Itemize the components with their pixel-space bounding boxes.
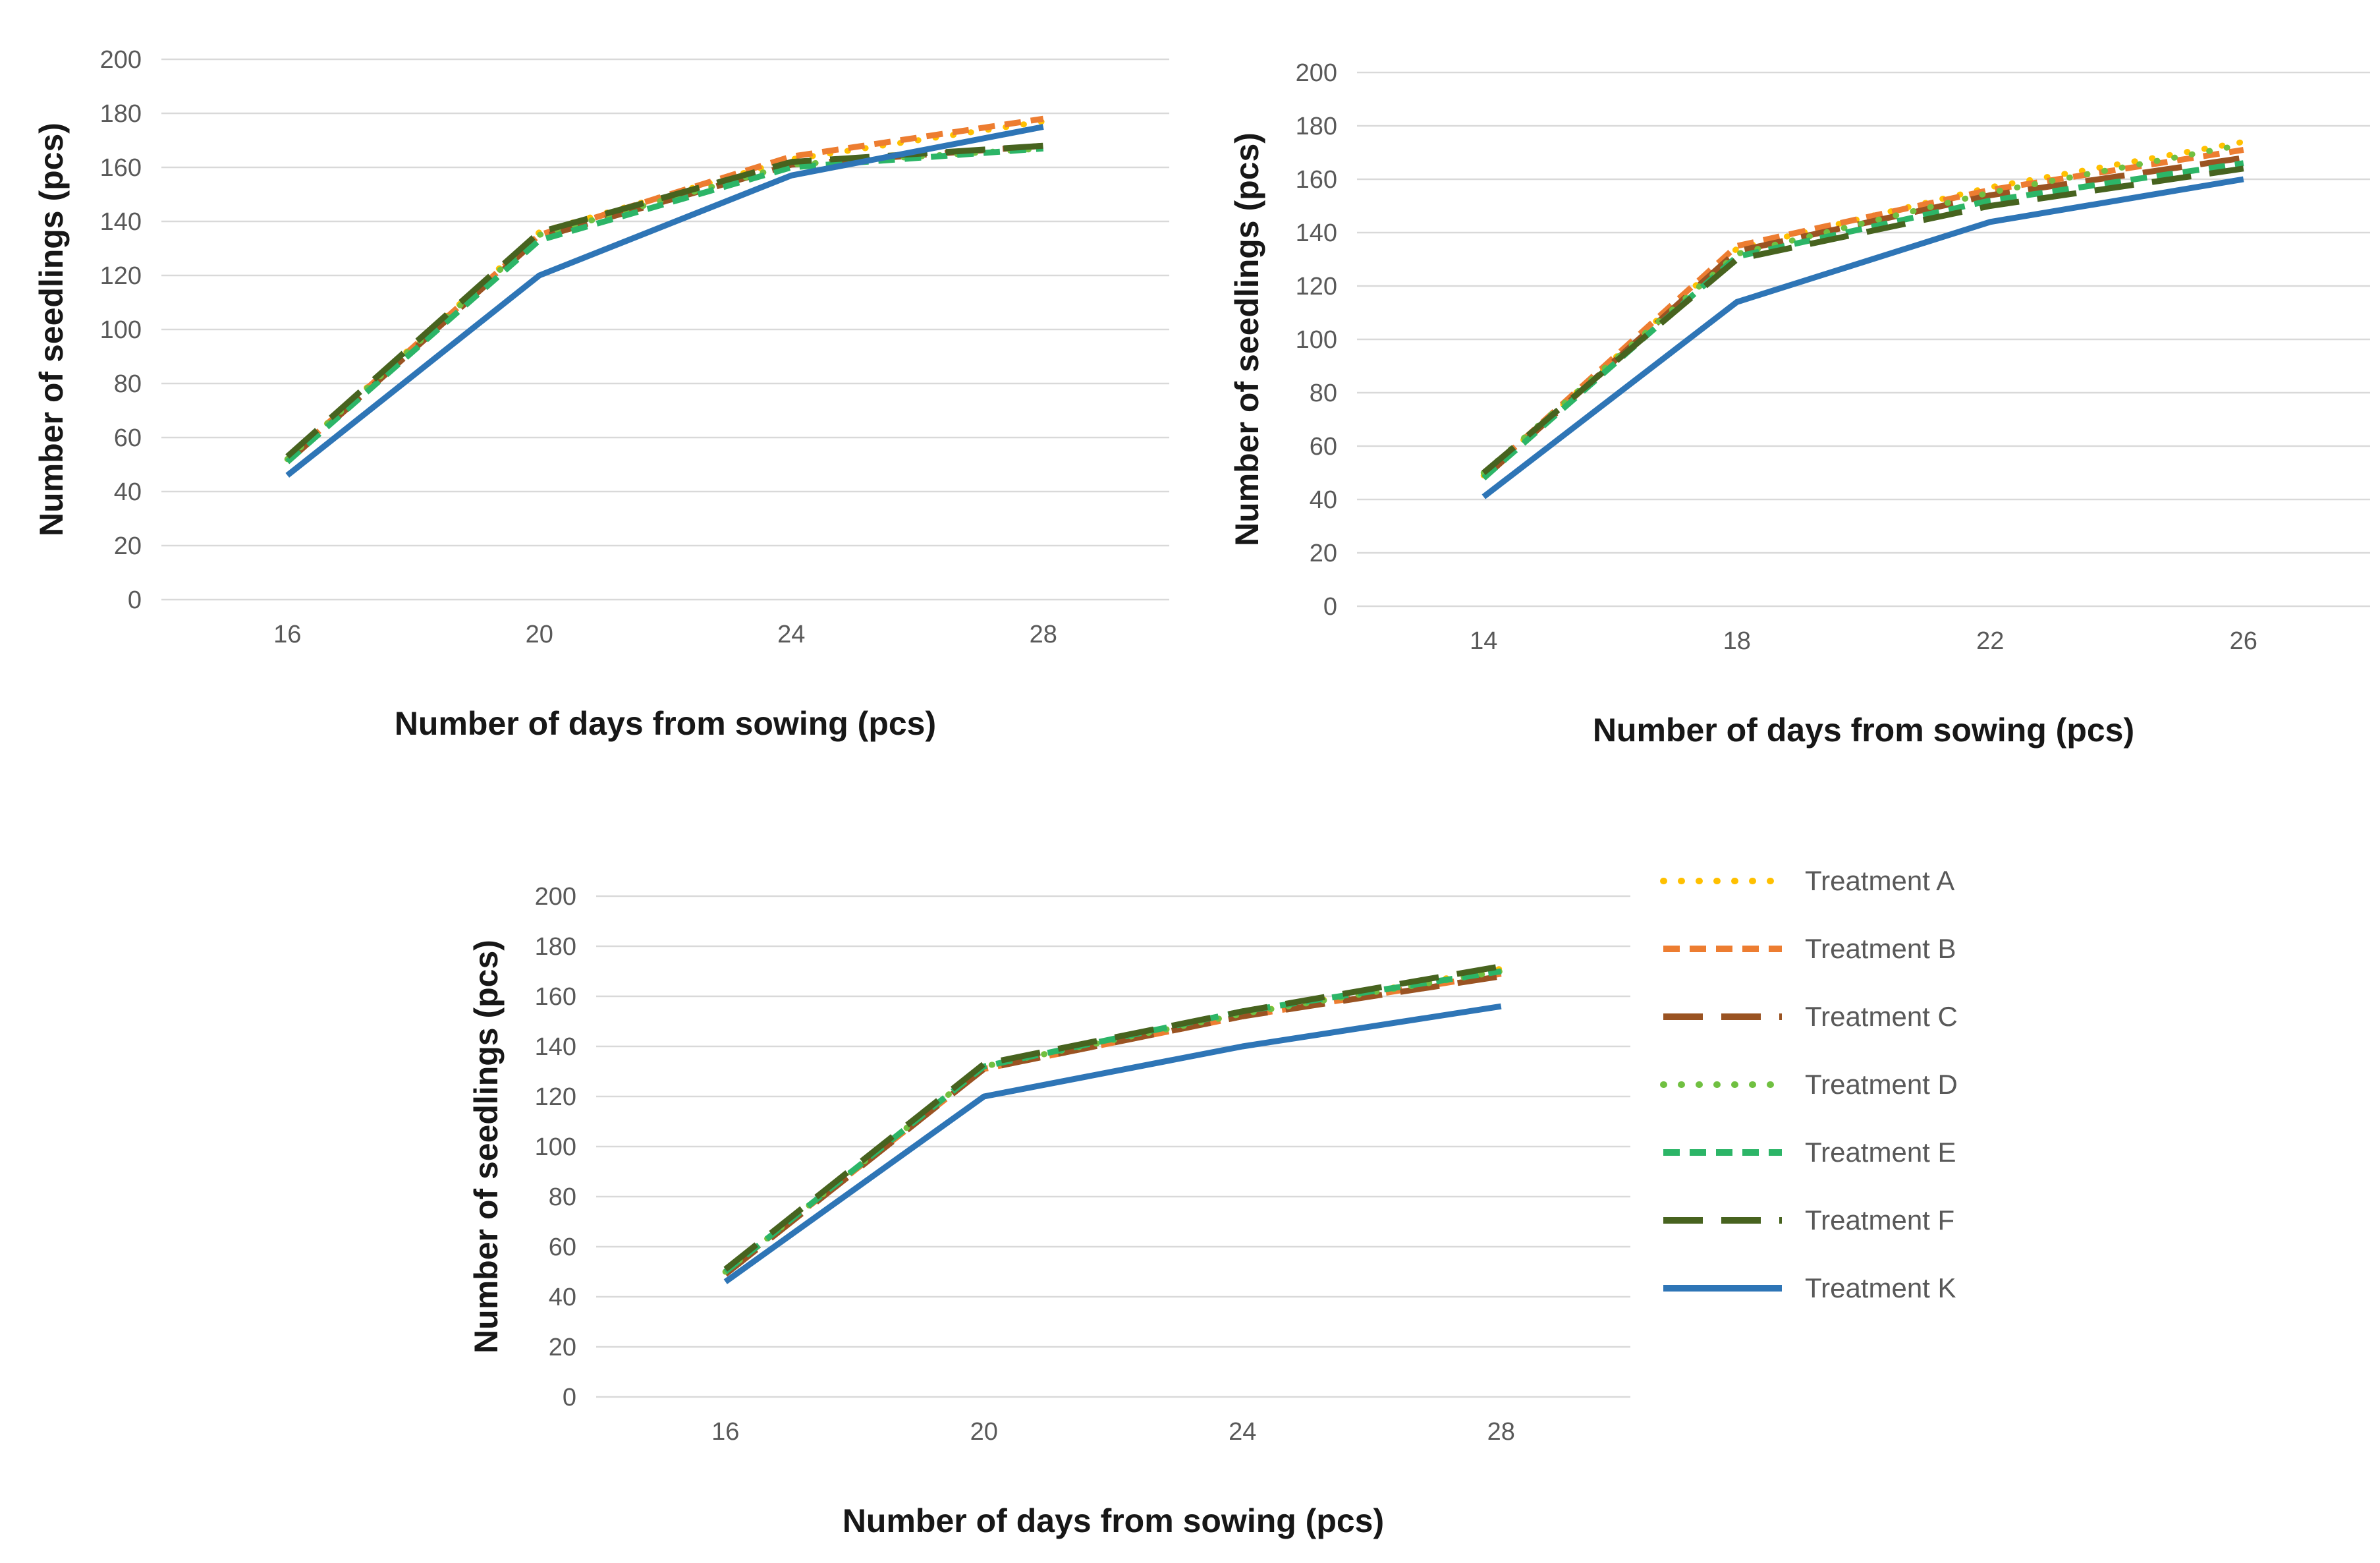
y-tick-label: 100: [100, 316, 142, 344]
x-tick-label: 16: [711, 1418, 739, 1446]
series-line-treatment-k: [285, 124, 1044, 478]
legend-item-treatment-e: Treatment E: [1660, 1118, 1958, 1186]
x-tick-label: 26: [2230, 627, 2257, 655]
y-tick-label: 40: [114, 478, 142, 506]
y-tick-label: 0: [563, 1384, 576, 1411]
x-tick-label: 28: [1487, 1418, 1515, 1446]
y-tick-label: 60: [1310, 433, 1337, 461]
y-tick-label: 80: [1310, 380, 1337, 407]
y-tick-label: 100: [1296, 326, 1337, 354]
chart-bottom: 0 20 40 60 80 100 120 140 160 180 200 16 20 24 28 Numbe…: [455, 850, 1640, 1562]
x-axis-title: Number of days from sowing (pcs): [1593, 712, 2134, 749]
legend-item-treatment-a: Treatment A: [1660, 847, 1958, 915]
series-line-treatment-f: [1481, 165, 2244, 475]
y-tick-label: 80: [114, 370, 142, 398]
y-tick-label: 120: [100, 262, 142, 290]
legend-label: Treatment K: [1805, 1272, 1956, 1303]
y-tick-label: 160: [1296, 166, 1337, 194]
chart-top-left-canvas: 0 20 40 60 80 100 120 140 160 180 200 16 20 24 28 Numbe…: [33, 46, 1169, 742]
series-line-treatment-b: [723, 971, 1502, 1274]
legend-label: Treatment D: [1805, 1068, 1958, 1100]
legend-item-treatment-d: Treatment D: [1660, 1050, 1958, 1118]
series-line-treatment-b: [1481, 147, 2244, 478]
y-tick-label: 20: [1310, 540, 1337, 567]
y-tick-label: 60: [114, 424, 142, 452]
legend-swatch-treatment-c-line-icon: [1663, 1013, 1782, 1020]
x-axis-title: Number of days from sowing (pcs): [395, 705, 936, 742]
x-tick-label: 16: [273, 621, 301, 648]
series-line-treatment-f: [285, 142, 1044, 459]
series-line-treatment-k: [723, 1003, 1502, 1284]
y-tick-label: 140: [535, 1033, 576, 1061]
legend-item-treatment-b: Treatment B: [1660, 915, 1958, 982]
y-tick-label: 120: [1296, 273, 1337, 300]
y-tick-label: 120: [535, 1083, 576, 1111]
series-line-treatment-f: [723, 963, 1502, 1272]
y-tick-label: 40: [1310, 486, 1337, 514]
series-line-treatment-e: [285, 145, 1044, 465]
y-tick-label: 60: [549, 1234, 576, 1261]
x-axis-title: Number of days from sowing (pcs): [843, 1502, 1384, 1539]
series-line-treatment-k: [1481, 176, 2244, 499]
y-tick-label: 180: [100, 100, 142, 128]
series-line-treatment-c: [1481, 155, 2244, 480]
y-tick-label: 160: [535, 983, 576, 1011]
legend-label: Treatment B: [1805, 932, 1956, 964]
x-tick-label: 24: [777, 621, 805, 648]
series-line-treatment-e: [723, 968, 1502, 1274]
y-tick-label: 40: [549, 1284, 576, 1311]
legend-swatch-treatment-k-line-icon: [1663, 1284, 1782, 1292]
y-tick-label: 160: [100, 154, 142, 182]
series-line-treatment-d: [722, 968, 1505, 1275]
series-line-treatment-a: [722, 965, 1505, 1275]
legend-swatch-treatment-a-line-icon: [1660, 877, 1785, 884]
y-tick-label: 80: [549, 1183, 576, 1211]
y-tick-label: 140: [1296, 219, 1337, 247]
legend-item-treatment-c: Treatment C: [1660, 982, 1958, 1050]
y-tick-label: 180: [535, 933, 576, 961]
y-tick-label: 20: [549, 1334, 576, 1361]
series-line-treatment-c: [723, 973, 1502, 1277]
x-tick-label: 14: [1470, 627, 1497, 655]
legend: Treatment A Treatment B Treatment C Treatme…: [1660, 847, 1958, 1322]
legend-label: Treatment F: [1805, 1204, 1955, 1236]
chart-top-right: 0 20 40 60 80 100 120 140 160 180 200 14 18 22 26 Numbe…: [1215, 26, 2380, 771]
chart-top-left: 0 20 40 60 80 100 120 140 160 180 200 16 20 24 28 Numbe…: [20, 13, 1179, 764]
y-tick-label: 200: [535, 883, 576, 911]
legend-item-treatment-f: Treatment F: [1660, 1186, 1958, 1254]
x-tick-label: 20: [526, 621, 553, 648]
chart-bottom-canvas: 0 20 40 60 80 100 120 140 160 180 200 16 20 24 28 Numbe…: [468, 883, 1630, 1539]
legend-label: Treatment E: [1805, 1136, 1956, 1168]
x-tick-label: 18: [1723, 627, 1751, 655]
chart-top-right-canvas: 0 20 40 60 80 100 120 140 160 180 200 14 18 22 26 Numbe…: [1229, 59, 2370, 749]
legend-swatch-treatment-d-line-icon: [1660, 1081, 1785, 1088]
y-tick-label: 200: [1296, 59, 1337, 87]
series-line-treatment-a: [284, 118, 1047, 463]
y-tick-label: 0: [128, 586, 142, 614]
y-tick-label: 100: [535, 1133, 576, 1161]
y-tick-label: 0: [1323, 593, 1337, 621]
legend-swatch-treatment-f-line-icon: [1663, 1216, 1782, 1224]
y-axis-title: Number of seedlings (pcs): [1229, 132, 1265, 546]
y-axis-title: Number of seedlings (pcs): [468, 940, 505, 1353]
y-tick-label: 200: [100, 46, 142, 74]
x-tick-label: 28: [1030, 621, 1057, 648]
series-line-treatment-a: [1480, 138, 2247, 479]
legend-swatch-treatment-e-line-icon: [1663, 1149, 1782, 1156]
series-line-treatment-e: [1481, 160, 2244, 480]
y-tick-label: 20: [114, 532, 142, 560]
x-tick-label: 22: [1976, 627, 2004, 655]
x-tick-label: 20: [970, 1418, 998, 1446]
series-line-treatment-b: [285, 115, 1044, 462]
legend-swatch-treatment-b-line-icon: [1663, 945, 1782, 952]
y-axis-title: Number of seedlings (pcs): [33, 123, 70, 536]
legend-item-treatment-k: Treatment K: [1660, 1254, 1958, 1322]
y-tick-label: 140: [100, 208, 142, 236]
legend-label: Treatment C: [1805, 1000, 1958, 1032]
series-line-treatment-d: [1480, 141, 2247, 476]
legend-label: Treatment A: [1805, 865, 1955, 896]
y-tick-label: 180: [1296, 113, 1337, 140]
x-tick-label: 24: [1229, 1418, 1256, 1446]
series-line-treatment-c: [285, 142, 1044, 465]
